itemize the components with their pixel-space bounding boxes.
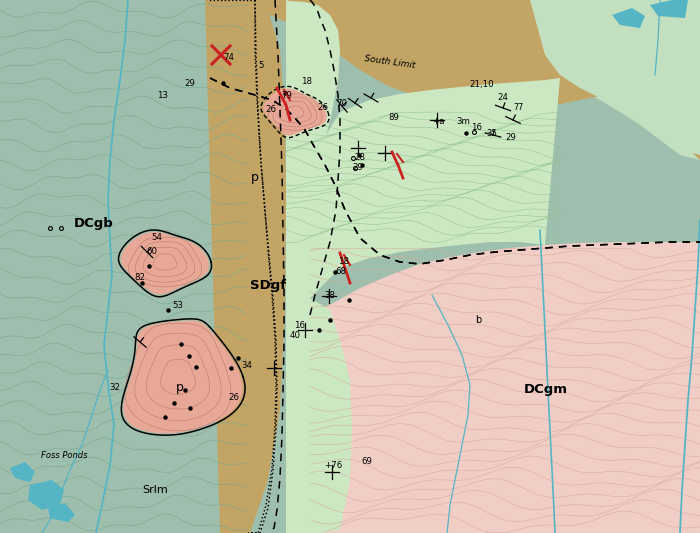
Text: DCgm: DCgm	[524, 384, 568, 397]
Text: 38: 38	[325, 292, 335, 301]
Text: 29: 29	[353, 164, 363, 173]
Text: 29: 29	[505, 133, 517, 142]
Text: b: b	[475, 315, 481, 325]
Text: 69: 69	[362, 457, 372, 466]
Text: 16: 16	[295, 320, 305, 329]
Polygon shape	[10, 462, 35, 482]
Polygon shape	[286, 0, 340, 200]
Polygon shape	[650, 0, 688, 18]
Polygon shape	[263, 88, 327, 135]
Text: +a: +a	[432, 117, 444, 125]
Polygon shape	[48, 503, 75, 522]
Text: p: p	[176, 381, 184, 393]
Text: 18: 18	[339, 257, 349, 266]
Polygon shape	[286, 200, 352, 533]
Text: 5: 5	[258, 61, 264, 70]
Text: DCgb: DCgb	[74, 217, 114, 230]
Polygon shape	[530, 0, 700, 160]
Text: 26: 26	[265, 106, 276, 115]
Text: 70: 70	[337, 100, 347, 109]
Polygon shape	[123, 320, 243, 433]
Text: 79: 79	[281, 91, 293, 100]
Polygon shape	[530, 0, 700, 155]
Text: 53: 53	[172, 301, 183, 310]
Text: 68: 68	[335, 268, 346, 277]
Text: Srlm: Srlm	[142, 485, 168, 495]
Text: 18: 18	[302, 77, 312, 86]
Text: Foss Ponds: Foss Ponds	[41, 450, 88, 459]
Text: South Limit: South Limit	[364, 54, 416, 70]
Text: 82: 82	[134, 272, 146, 281]
Polygon shape	[612, 8, 645, 28]
Text: 32: 32	[109, 384, 120, 392]
Text: 21,10: 21,10	[470, 79, 494, 88]
Text: 13: 13	[158, 92, 169, 101]
Text: 3m: 3m	[456, 117, 470, 125]
Polygon shape	[310, 242, 700, 533]
Text: 24: 24	[498, 93, 508, 102]
Text: 16: 16	[472, 124, 482, 133]
Text: 28: 28	[354, 152, 365, 161]
Text: 26: 26	[228, 393, 239, 402]
Text: 40: 40	[290, 332, 300, 341]
Text: SDgf: SDgf	[250, 279, 286, 292]
Text: 77: 77	[513, 103, 523, 112]
Text: 35: 35	[486, 130, 498, 139]
Polygon shape	[530, 0, 700, 160]
Text: 29: 29	[185, 78, 195, 87]
Polygon shape	[205, 0, 286, 533]
Text: 60: 60	[146, 247, 158, 256]
Text: 54: 54	[151, 232, 162, 241]
Text: 74: 74	[223, 52, 235, 61]
Text: 34: 34	[241, 360, 253, 369]
Polygon shape	[286, 78, 560, 315]
Polygon shape	[205, 0, 700, 112]
Polygon shape	[28, 480, 64, 510]
Polygon shape	[121, 232, 209, 295]
Text: p: p	[251, 172, 259, 184]
Text: 26: 26	[318, 103, 328, 112]
Text: 89: 89	[389, 114, 400, 123]
Text: +76: +76	[324, 462, 342, 471]
